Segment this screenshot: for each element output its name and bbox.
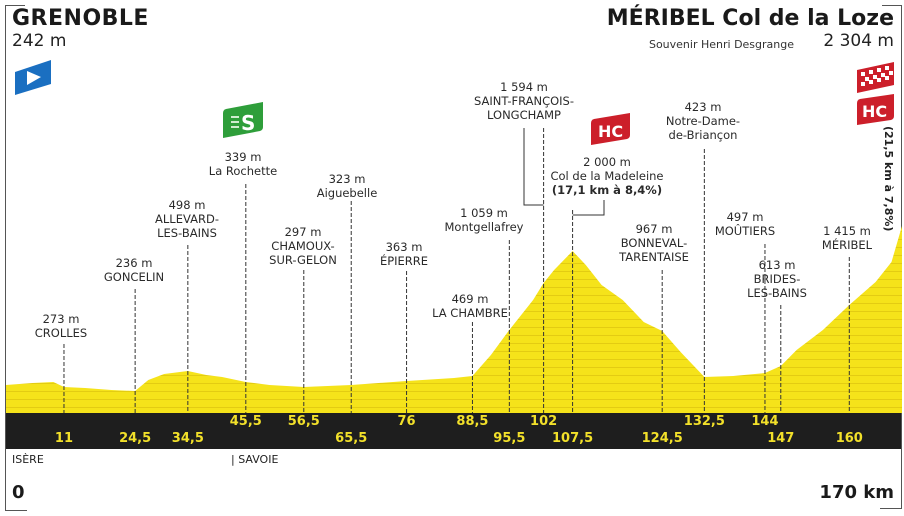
km-tick-label: 102 <box>530 414 558 429</box>
place-label-meribel: 1 415 m MÉRIBEL <box>821 224 873 252</box>
km-tick-label: 147 <box>767 431 795 446</box>
place-label-rochette: 339 m La Rochette <box>208 150 278 178</box>
start-flag-icon <box>11 58 55 100</box>
km-tick-label: 34,5 <box>171 431 204 446</box>
place-label-crolles: 273 m CROLLES <box>34 312 88 340</box>
km-tick-label: 144 <box>751 414 779 429</box>
place-label-epierre: 363 m ÉPIERRE <box>379 240 429 268</box>
km-tick-label: 124,5 <box>641 431 683 446</box>
km-tick-label: 160 <box>835 431 863 446</box>
finish-town-name: MÉRIBEL Col de la Loze <box>606 6 894 31</box>
svg-text:HC: HC <box>862 102 887 121</box>
km-tick-label: 95,5 <box>493 431 526 446</box>
svg-text:HC: HC <box>598 122 623 141</box>
place-label-bonneval: 967 m BONNEVAL- TARENTAISE <box>619 222 689 264</box>
finish-subtitle: Souvenir Henri Desgrange <box>648 38 794 51</box>
km-tick-label: 24,5 <box>119 431 152 446</box>
place-label-madeleine: 2 000 m Col de la Madeleine (17,1 km à 8,4… <box>550 155 664 197</box>
place-label-stfrancois: 1 594 m SAINT-FRANÇOIS- LONGCHAMP <box>473 80 575 122</box>
loze-climb-stats: (21,5 km à 7,8%) <box>882 126 895 232</box>
sprint-icon: S <box>221 101 267 143</box>
start-town-name: GRENOBLE <box>12 6 149 31</box>
label-connector-line <box>572 200 605 216</box>
km-tick-label: 65,5 <box>335 431 368 446</box>
start-altitude: 242 m <box>12 31 67 51</box>
place-label-brides: 613 m BRIDES- LES-BAINS <box>747 258 807 300</box>
label-connector-line <box>523 128 544 206</box>
km-tick-label: 88,5 <box>456 414 489 429</box>
frame-left-top-tick <box>5 5 25 6</box>
place-label-chamoux: 297 m CHAMOUX- SUR-GELON <box>269 225 337 267</box>
km-tick-label: 107,5 <box>552 431 594 446</box>
km-band <box>6 413 901 449</box>
km-tick-label: 76 <box>397 414 416 429</box>
place-label-notredame: 423 m Notre-Dame-de-Briançon <box>665 100 741 142</box>
svg-text:S: S <box>241 111 255 135</box>
finish-checkered-flag-icon <box>856 61 896 99</box>
km-tick-label: 11 <box>54 431 74 446</box>
place-label-goncelin: 236 m GONCELIN <box>103 256 165 284</box>
hc-madeleine-icon: HC <box>590 113 634 151</box>
finish-altitude: 2 304 m <box>823 31 894 51</box>
km-tick-label: 56,5 <box>287 414 320 429</box>
axis-start-km: 0 <box>12 482 25 503</box>
axis-end-km: 170 km <box>819 482 894 503</box>
place-label-chambre: 469 m LA CHAMBRE <box>432 292 508 320</box>
frame-left-border <box>5 5 6 511</box>
frame-left-bottom-tick <box>5 510 27 511</box>
frame-right-bottom-tick <box>880 508 902 509</box>
elevation-profile-area <box>6 226 902 413</box>
place-label-allevard: 498 m ALLEVARD- LES-BAINS <box>155 198 219 240</box>
region-isere: ISÈRE <box>12 453 44 466</box>
place-label-aiguebelle: 323 m Aiguebelle <box>316 172 378 200</box>
hc-loze-icon: HC <box>856 94 896 132</box>
region-savoie: | SAVOIE <box>231 453 279 466</box>
place-label-montgellafrey: 1 059 m Montgellafrey <box>444 206 524 234</box>
place-label-moutiers: 497 m MOÛTIERS <box>714 210 776 238</box>
frame-right-top-tick <box>882 5 902 6</box>
km-tick-label: 45,5 <box>229 414 262 429</box>
km-tick-label: 132,5 <box>683 414 725 429</box>
